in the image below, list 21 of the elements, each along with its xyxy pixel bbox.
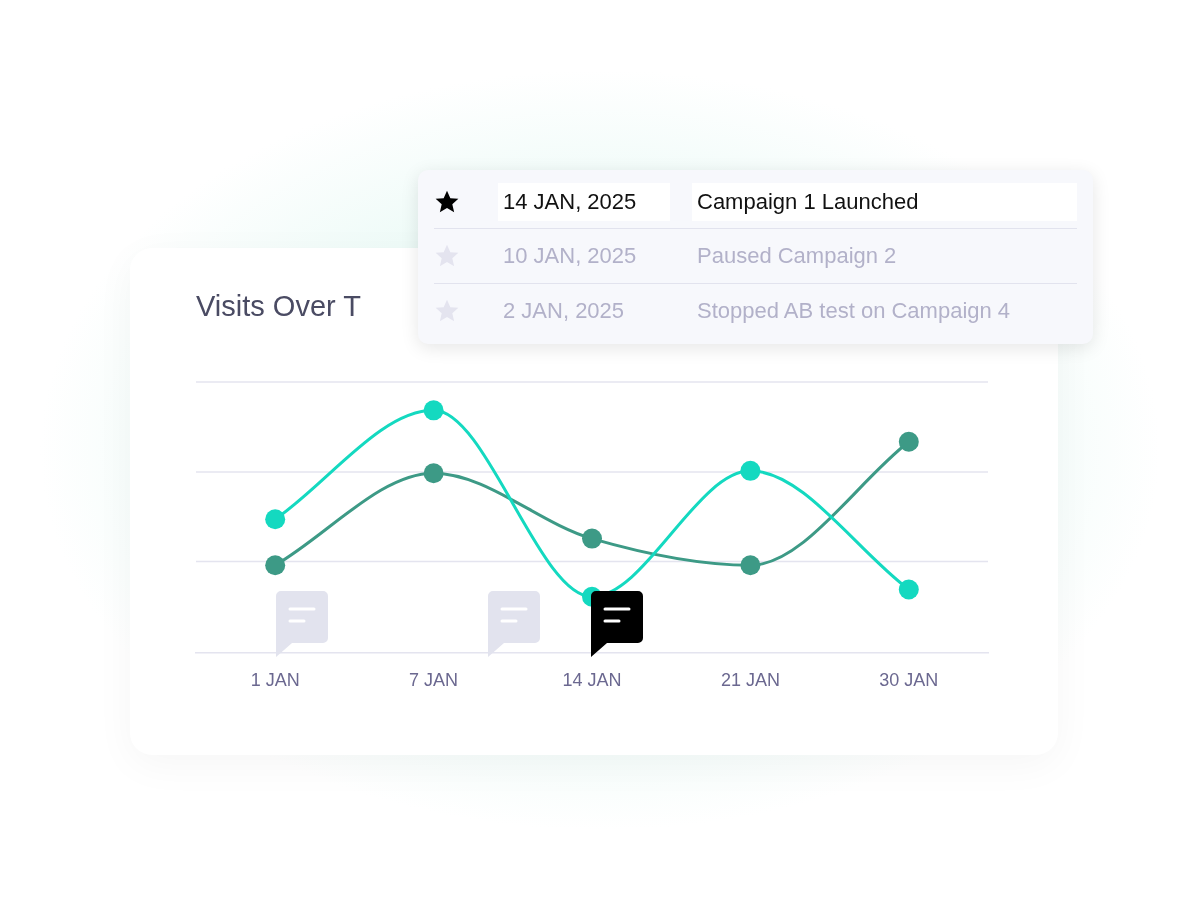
- x-tick-label: 21 JAN: [720, 670, 780, 691]
- x-tick-label: 1 JAN: [250, 670, 300, 691]
- x-tick-label: 14 JAN: [562, 670, 622, 691]
- text: Campaign 1 Launched: [692, 183, 1077, 221]
- x-tick-label: 30 JAN: [879, 670, 939, 691]
- point: [265, 555, 286, 576]
- text: 10 JAN, 2025: [502, 242, 638, 270]
- point: [740, 555, 761, 576]
- point: [423, 400, 444, 421]
- text: Paused Campaign 2: [696, 242, 898, 270]
- point: [265, 509, 286, 530]
- text: 14 JAN, 2025: [498, 183, 670, 221]
- text: Stopped AB test on Campaign 4: [696, 297, 1012, 325]
- text: 2 JAN, 2025: [502, 297, 626, 325]
- point: [582, 528, 602, 549]
- point: [740, 460, 761, 481]
- point: [423, 463, 444, 484]
- chart-title: Visits Over T: [196, 290, 361, 323]
- point: [898, 579, 919, 600]
- point: [898, 431, 919, 452]
- x-tick-label: 7 JAN: [409, 670, 459, 691]
